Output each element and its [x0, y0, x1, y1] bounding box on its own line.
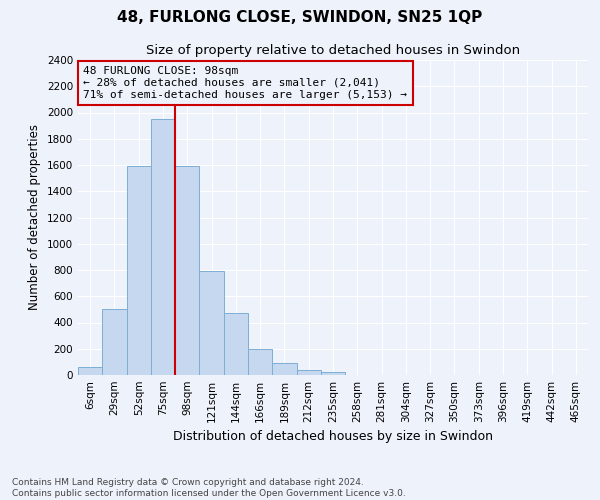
Y-axis label: Number of detached properties: Number of detached properties	[28, 124, 41, 310]
Text: 48 FURLONG CLOSE: 98sqm
← 28% of detached houses are smaller (2,041)
71% of semi: 48 FURLONG CLOSE: 98sqm ← 28% of detache…	[83, 66, 407, 100]
Text: Contains HM Land Registry data © Crown copyright and database right 2024.
Contai: Contains HM Land Registry data © Crown c…	[12, 478, 406, 498]
Bar	[199, 272, 224, 375]
Bar	[102, 310, 127, 375]
X-axis label: Distribution of detached houses by size in Swindon: Distribution of detached houses by size …	[173, 430, 493, 444]
Bar	[151, 119, 175, 375]
Bar	[296, 370, 321, 375]
Bar	[248, 350, 272, 375]
Bar	[127, 166, 151, 375]
Bar	[175, 166, 199, 375]
Title: Size of property relative to detached houses in Swindon: Size of property relative to detached ho…	[146, 44, 520, 58]
Bar	[272, 363, 296, 375]
Bar	[321, 372, 345, 375]
Text: 48, FURLONG CLOSE, SWINDON, SN25 1QP: 48, FURLONG CLOSE, SWINDON, SN25 1QP	[118, 10, 482, 25]
Bar	[224, 314, 248, 375]
Bar	[78, 367, 102, 375]
